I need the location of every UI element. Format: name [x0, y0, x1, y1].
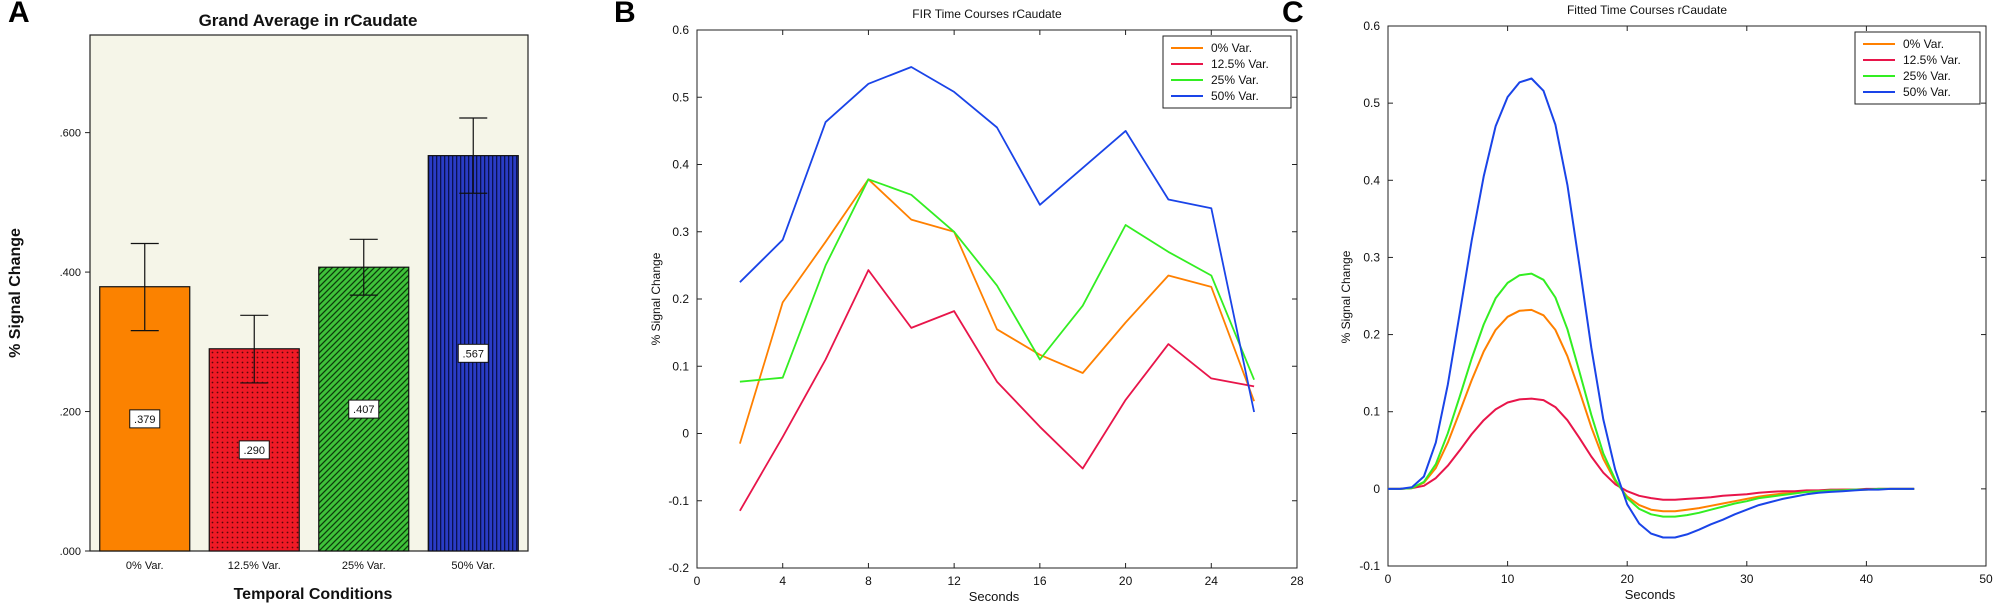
value-label-12-5-var: .290: [244, 445, 265, 457]
value-label-box: [348, 399, 380, 419]
panel-c-x-tick-label: 30: [1740, 572, 1754, 586]
panel-a-bar-chart: Grand Average in rCaudate .000 .200 .400 .6…: [7, 11, 529, 603]
value-label-box: [129, 409, 161, 429]
panel-c-legend-label-0-var: 0% Var.: [1903, 37, 1944, 51]
panel-c-plot-area: [1387, 25, 1987, 567]
panel-b-x-tick-label: 28: [1290, 574, 1304, 588]
panel-c-x-tick-label: 20: [1621, 572, 1635, 586]
panel-c-series-50-var: [1388, 77, 1915, 539]
panel-b-y-label: % Signal Change: [649, 252, 663, 345]
panel-b-series-25-var: [739, 178, 1255, 383]
panel-c-y-tick-label: 0: [1373, 482, 1380, 496]
panel-c-y-tick-label: 0.3: [1363, 250, 1380, 264]
category-label-0-var: 0% Var.: [126, 560, 164, 572]
panel-a-y-label: % Signal Change: [7, 228, 24, 358]
panel-b-x-tick-label: 8: [865, 574, 872, 588]
panel-b-title: FIR Time Courses rCaudate: [912, 7, 1062, 21]
panel-letter-c: C: [1282, 0, 1304, 29]
panel-a-y-tick-label: .200: [60, 407, 81, 419]
panel-c-legend-label-12-5-var: 12.5% Var.: [1903, 53, 1961, 67]
panel-b-y-tick-label: 0.3: [672, 225, 689, 239]
panel-b-series-50-var: [739, 66, 1255, 413]
panel-c-legend-label-25-var: 25% Var.: [1903, 69, 1951, 83]
panel-c-axes: 0 10 20 30 40 50 -0.1 0 0.1 0.2 0.3 0.4 0.5 0.6: [1359, 19, 1993, 586]
panel-c-x-tick-label: 10: [1501, 572, 1515, 586]
panel-b-plot-area: [696, 29, 1298, 569]
panel-b-legend-label-0-var: 0% Var.: [1211, 41, 1252, 55]
panel-c-legend-label-50-var: 50% Var.: [1903, 85, 1951, 99]
panel-b-y-tick-label: 0: [682, 427, 689, 441]
panel-c-series-25-var: [1388, 272, 1915, 518]
value-label-box: [238, 440, 270, 460]
panel-b-x-tick-label: 0: [694, 574, 701, 588]
panel-b-x-tick-label: 16: [1033, 574, 1047, 588]
panel-c-y-tick-label: 0.2: [1363, 328, 1380, 342]
panel-c-title: Fitted Time Courses rCaudate: [1567, 3, 1727, 17]
value-label-25-var: .407: [353, 404, 374, 416]
panel-c-x-tick-label: 50: [1979, 572, 1993, 586]
panel-b-x-tick-label: 4: [779, 574, 786, 588]
panel-letter-a: A: [8, 0, 30, 29]
panel-b-series-0-var: [739, 178, 1255, 444]
category-label-25-var: 25% Var.: [342, 560, 386, 572]
panel-c-y-tick-label: 0.5: [1363, 96, 1380, 110]
panel-b-y-tick-label: 0.2: [672, 292, 689, 306]
panel-c-x-label: Seconds: [1625, 587, 1676, 602]
panel-a-y-axis: .000 .200 .400 .600: [60, 128, 90, 558]
panel-b-x-tick-label: 24: [1205, 574, 1219, 588]
panel-c-y-tick-label: 0.4: [1363, 173, 1380, 187]
panel-c-legend: 0% Var. 12.5% Var. 25% Var. 50% Var.: [1854, 31, 1981, 105]
panel-c-y-tick-label: -0.1: [1359, 559, 1380, 573]
panel-b-y-tick-label: 0.5: [672, 90, 689, 104]
panel-c-x-tick-label: 0: [1385, 572, 1392, 586]
panel-c-y-label: % Signal Change: [1339, 250, 1353, 343]
panel-b-y-tick-label: 0.6: [672, 23, 689, 37]
panel-b-axes: 0 4 8 12 16 20 24 28 -0.2 -0.1 0 0.1 0.2 0.3 0.4 0.5 0.6: [668, 23, 1304, 588]
panel-b-y-tick-label: -0.1: [668, 494, 689, 508]
panel-b-legend-label-12-5-var: 12.5% Var.: [1211, 57, 1269, 71]
value-label-box: [457, 343, 489, 363]
panel-c-y-tick-label: 0.6: [1363, 19, 1380, 33]
panel-b-legend: 0% Var. 12.5% Var. 25% Var. 50% Var.: [1162, 35, 1292, 109]
panel-b-y-tick-label: -0.2: [668, 561, 689, 575]
panel-b-x-label: Seconds: [969, 589, 1020, 604]
panel-c-series: [1388, 77, 1915, 539]
panel-a-y-tick-label: .600: [60, 128, 81, 140]
panel-a-y-tick-label: .400: [60, 267, 81, 279]
category-label-12-5-var: 12.5% Var.: [228, 560, 281, 572]
panel-b-x-tick-label: 20: [1119, 574, 1133, 588]
panel-a-x-label: Temporal Conditions: [234, 586, 393, 603]
panel-b-line-chart: FIR Time Courses rCaudate 0 4 8 12 16 20 24 28 -…: [649, 7, 1304, 604]
panel-a-bars: .379 0% Var. .290 12.5% Var. .407 25% Var. .56…: [99, 117, 519, 572]
panel-a-title: Grand Average in rCaudate: [199, 11, 418, 30]
panel-b-y-tick-label: 0.1: [672, 359, 689, 373]
panel-b-series: [739, 66, 1255, 512]
panel-b-series-12-5-var: [739, 269, 1255, 512]
panel-c-y-tick-label: 0.1: [1363, 405, 1380, 419]
panel-letter-b: B: [614, 0, 636, 29]
panel-b-legend-label-25-var: 25% Var.: [1211, 73, 1259, 87]
panel-b-legend-label-50-var: 50% Var.: [1211, 89, 1259, 103]
value-label-50-var: .567: [463, 348, 484, 360]
panel-a-y-tick-label: .000: [60, 546, 81, 558]
panel-b-y-tick-label: 0.4: [672, 158, 689, 172]
panel-c-x-tick-label: 40: [1860, 572, 1874, 586]
panel-b-x-tick-label: 12: [947, 574, 961, 588]
panel-c-line-chart: Fitted Time Courses rCaudate 0 10 20 30 40 50…: [1339, 3, 1993, 602]
category-label-50-var: 50% Var.: [451, 560, 495, 572]
value-label-0-var: .379: [134, 414, 155, 426]
